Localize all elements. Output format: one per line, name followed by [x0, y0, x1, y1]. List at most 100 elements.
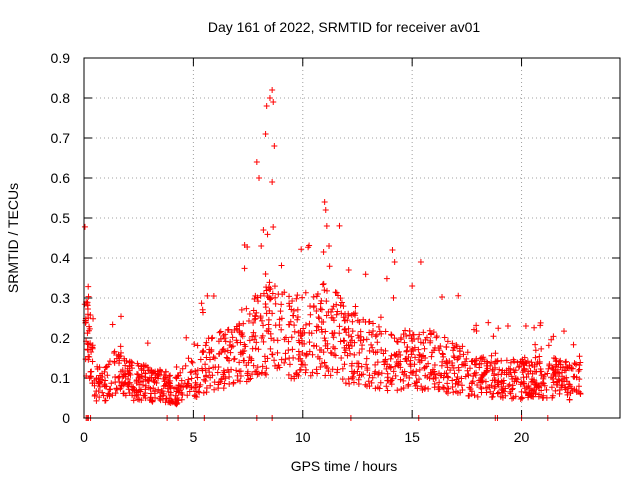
data-point	[188, 358, 195, 365]
data-point	[222, 375, 229, 382]
data-point	[286, 300, 293, 307]
data-point	[112, 390, 119, 397]
data-point	[267, 295, 274, 302]
data-point	[115, 352, 122, 359]
data-point	[91, 391, 98, 398]
data-point	[522, 389, 529, 396]
data-point	[349, 328, 356, 335]
data-point	[518, 379, 525, 386]
data-point	[346, 380, 353, 387]
data-point	[96, 394, 103, 401]
data-point	[454, 389, 461, 396]
data-point	[183, 334, 190, 341]
data-point	[303, 351, 310, 358]
data-point	[441, 384, 448, 391]
data-point	[532, 341, 539, 348]
data-point	[88, 373, 95, 380]
data-point	[137, 388, 144, 395]
data-point	[433, 333, 440, 340]
data-point	[306, 348, 313, 355]
data-point	[468, 388, 475, 395]
data-point	[506, 381, 513, 388]
data-point	[487, 362, 494, 369]
data-point	[313, 308, 320, 315]
data-point	[211, 355, 218, 362]
data-point	[203, 389, 210, 396]
data-point	[518, 358, 525, 365]
data-point	[101, 397, 108, 404]
data-point	[150, 377, 157, 384]
data-point	[215, 364, 222, 371]
data-point	[290, 354, 297, 361]
data-point	[349, 375, 356, 382]
data-point	[160, 390, 167, 397]
data-point	[366, 318, 373, 325]
data-point	[476, 364, 483, 371]
data-point	[440, 384, 447, 391]
data-point	[182, 362, 189, 369]
data-point	[88, 348, 95, 355]
data-point	[269, 351, 276, 358]
data-point	[313, 366, 320, 373]
data-point	[383, 275, 390, 282]
data-point	[366, 372, 373, 379]
data-point	[458, 375, 465, 382]
data-point	[407, 361, 414, 368]
data-point	[224, 355, 231, 362]
data-point	[415, 335, 422, 342]
data-point	[215, 381, 222, 388]
data-point	[498, 371, 505, 378]
data-point	[298, 357, 305, 364]
data-point	[307, 311, 314, 318]
data-point	[431, 384, 438, 391]
data-point	[121, 371, 128, 378]
data-point	[449, 377, 456, 384]
data-point	[314, 353, 321, 360]
data-point	[450, 389, 457, 396]
data-point	[301, 340, 308, 347]
axis-ticks: 0 0.1 0.2 0.3 0.4 0.5 0.6 0.7 0.8 0.9 0 5 10 15 20	[51, 50, 620, 445]
data-point	[459, 387, 466, 394]
data-point	[530, 393, 537, 400]
data-point	[214, 369, 221, 376]
data-point	[350, 379, 357, 386]
data-point	[431, 362, 438, 369]
data-point	[528, 376, 535, 383]
data-point	[378, 330, 385, 337]
data-point	[87, 311, 94, 318]
y-tick-label: 0.5	[51, 210, 71, 226]
data-point	[354, 360, 361, 367]
data-point	[383, 365, 390, 372]
data-point	[102, 377, 109, 384]
data-point	[161, 372, 168, 379]
data-point	[269, 87, 276, 93]
data-point	[241, 265, 248, 272]
data-point	[263, 287, 270, 294]
data-point	[536, 353, 543, 360]
data-point	[469, 358, 476, 365]
data-point	[133, 389, 140, 396]
data-point	[250, 329, 257, 336]
data-point	[257, 314, 264, 321]
data-point	[338, 299, 345, 306]
data-point	[82, 319, 89, 326]
data-point	[409, 337, 416, 344]
data-point	[440, 353, 447, 360]
data-point	[140, 378, 147, 385]
y-tick-label: 0.2	[51, 330, 71, 346]
data-point	[285, 338, 292, 345]
y-tick-label: 0.3	[51, 290, 71, 306]
data-point	[326, 243, 333, 249]
data-point	[332, 289, 339, 296]
data-point	[255, 346, 262, 353]
data-point	[247, 375, 254, 382]
data-point	[208, 346, 215, 353]
data-point	[378, 370, 385, 377]
data-point	[321, 359, 328, 366]
data-point	[342, 347, 349, 354]
x-tick-label: 5	[189, 429, 197, 445]
data-point	[317, 364, 324, 371]
data-point	[441, 334, 448, 341]
data-point	[210, 364, 217, 371]
data-point	[142, 370, 149, 377]
